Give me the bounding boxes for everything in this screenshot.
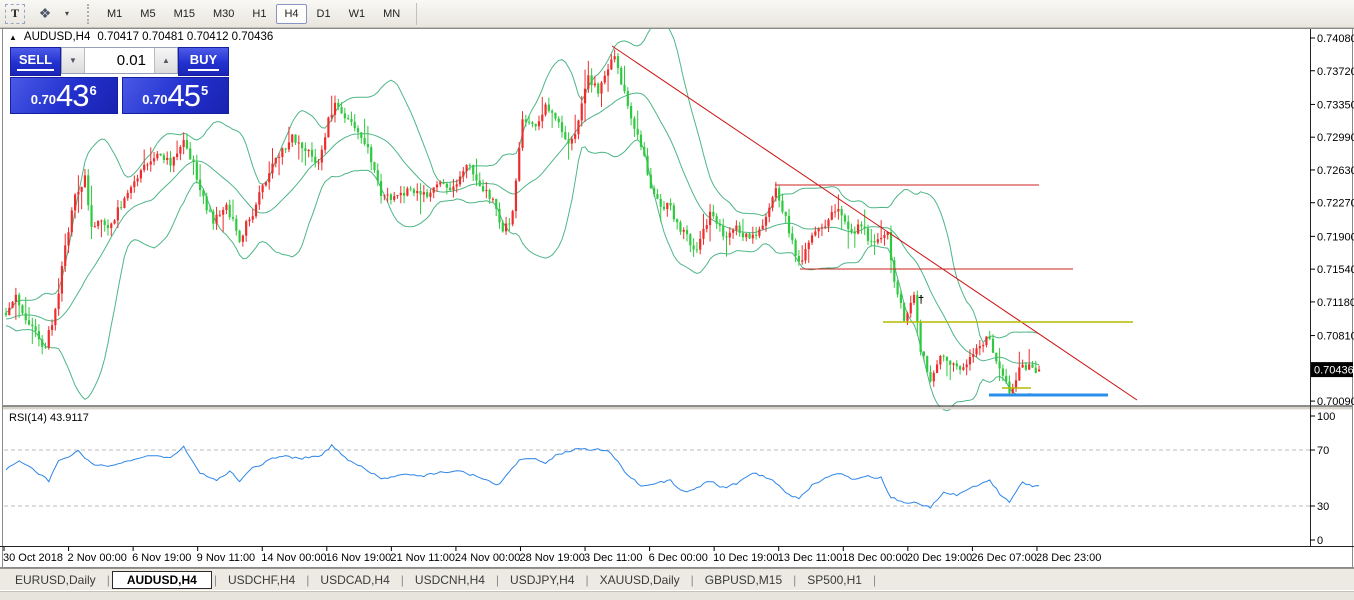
sell-button[interactable]: SELL xyxy=(10,47,61,76)
chart-tab-GBPUSD-M15[interactable]: GBPUSD,M15 xyxy=(704,572,783,587)
time-axis-label: 30 Oct 2018 xyxy=(3,552,63,564)
dagger-marker[interactable]: † xyxy=(918,294,924,306)
chart-tab-USDJPY-H4[interactable]: USDJPY,H4 xyxy=(510,572,575,587)
tab-divider: | xyxy=(690,572,694,587)
rsi-axis-label: 30 xyxy=(1317,501,1329,513)
one-click-trade-panel: SELL ▼ 0.01 ▲ BUY 0.70 43 6 0.70 45 5 xyxy=(10,47,229,114)
top-toolbar: T ❖ ▾ M1 M5 M15 M30 H1 H4 D1 W1 MN xyxy=(0,0,1354,28)
collapse-panel-arrow-icon[interactable]: ▲ xyxy=(9,32,17,42)
toolbar-grip[interactable] xyxy=(87,3,91,24)
price-axis[interactable]: 0.74080 0.73720 0.73350 0.72990 0.72630 0.722… xyxy=(1310,33,1354,408)
volume-decrease-button[interactable]: ▼ xyxy=(62,48,85,73)
chart-tab-USDCAD-H4[interactable]: USDCAD,H4 xyxy=(320,572,390,587)
price-axis-label: 0.71540 xyxy=(1317,264,1354,276)
volume-stepper: ▼ 0.01 ▲ xyxy=(61,47,178,74)
time-axis-label: 6 Dec 00:00 xyxy=(649,552,708,564)
price-axis-label: 0.73350 xyxy=(1317,99,1354,111)
chart-plot-area[interactable]: † 0.74080 0.73720 0.73350 0.72990 0.72630 0.72… xyxy=(0,28,1354,568)
chart-tabs-bar: EURUSD,Daily | AUDUSD,H4 | USDCHF,H4 | USDCAD,… xyxy=(0,568,1354,590)
time-axis-label: 28 Nov 19:00 xyxy=(519,552,584,564)
toolbar-separator xyxy=(416,2,418,25)
price-axis-label: 0.72270 xyxy=(1317,198,1354,210)
time-axis-label: 14 Nov 00:00 xyxy=(261,552,326,564)
text-tool-button[interactable]: T xyxy=(5,3,25,24)
buy-button[interactable]: BUY xyxy=(178,47,229,76)
timeframe-button-H1[interactable]: H1 xyxy=(252,7,267,20)
chart-ohlc-values: 0.70417 0.70481 0.70412 0.70436 xyxy=(97,31,274,43)
candles xyxy=(4,49,1041,396)
time-axis-label: 10 Dec 19:00 xyxy=(713,552,778,564)
tab-divider: | xyxy=(585,572,589,587)
time-axis-label: 16 Nov 19:00 xyxy=(326,552,391,564)
time-axis[interactable]: 30 Oct 2018 2 Nov 00:00 6 Nov 19:00 9 Nov 1… xyxy=(3,547,1101,564)
tab-divider: | xyxy=(400,572,404,587)
time-axis-label: 26 Dec 07:00 xyxy=(971,552,1036,564)
chevron-down-icon[interactable]: ▾ xyxy=(64,9,69,18)
current-price-box xyxy=(1311,362,1353,378)
time-axis-label: 20 Dec 19:00 xyxy=(907,552,972,564)
objects-icon[interactable]: ❖ xyxy=(38,5,52,21)
rsi-indicator-label: RSI(14) 43.9117 xyxy=(9,412,89,424)
time-axis-label: 3 Dec 11:00 xyxy=(584,552,643,564)
tab-divider: | xyxy=(495,572,500,587)
chart-tab-XAUUSD-Daily[interactable]: XAUUSD,Daily xyxy=(599,572,680,587)
current-price-label: 0.70436 xyxy=(1314,365,1354,377)
rsi-axis-label: 0 xyxy=(1317,535,1323,547)
time-axis-label: 2 Nov 00:00 xyxy=(68,552,127,564)
tab-divider: | xyxy=(306,572,310,587)
timeframe-button-group: M1 M5 M15 M30 H1 H4 D1 W1 MN xyxy=(99,3,408,24)
chart-symbol-period: AUDUSD,H4 xyxy=(23,31,91,43)
panel-separators xyxy=(0,29,1354,547)
price-axis-label: 0.72990 xyxy=(1317,132,1354,144)
rsi-panel: RSI(14) 43.9117 100 70 30 0 xyxy=(4,411,1335,547)
timeframe-button-D1[interactable]: D1 xyxy=(316,7,331,20)
timeframe-button-MN[interactable]: MN xyxy=(383,7,401,20)
rsi-line xyxy=(5,443,1040,509)
time-axis-label: 18 Dec 00:00 xyxy=(842,552,907,564)
rsi-axis-label: 70 xyxy=(1317,445,1329,457)
price-axis-label: 0.71180 xyxy=(1317,297,1354,309)
bid-price-box[interactable]: 0.70 43 6 xyxy=(10,77,118,114)
tab-divider: | xyxy=(213,572,217,587)
tab-divider: | xyxy=(106,572,110,587)
ask-price-box[interactable]: 0.70 45 5 xyxy=(121,77,229,114)
tab-divider: | xyxy=(872,572,877,587)
chart-tab-USDCHF-H4[interactable]: USDCHF,H4 xyxy=(227,572,296,587)
chart-tab-EURUSD-Daily[interactable]: EURUSD,Daily xyxy=(15,572,96,587)
volume-field[interactable]: 0.01 xyxy=(116,52,146,69)
rsi-axis-label: 100 xyxy=(1317,411,1335,423)
volume-increase-button[interactable]: ▲ xyxy=(154,48,177,73)
price-axis-label: 0.72630 xyxy=(1317,165,1354,177)
time-axis-label: 13 Dec 11:00 xyxy=(778,552,843,564)
status-bar xyxy=(0,591,1354,600)
time-axis-label: 6 Nov 19:00 xyxy=(132,552,191,564)
timeframe-button-H4[interactable]: H4 xyxy=(276,3,307,24)
time-axis-label: 28 Dec 23:00 xyxy=(1036,552,1101,564)
timeframe-button-M1[interactable]: M1 xyxy=(107,7,123,20)
chart-tab-AUDUSD-H4[interactable]: AUDUSD,H4 xyxy=(111,570,212,589)
timeframe-button-M15[interactable]: M15 xyxy=(173,7,195,20)
chart-frame xyxy=(0,28,1354,568)
time-axis-label: 24 Nov 00:00 xyxy=(455,552,520,564)
timeframe-button-M30[interactable]: M30 xyxy=(212,7,235,20)
price-axis-label: 0.73720 xyxy=(1317,66,1354,78)
price-axis-label: 0.74080 xyxy=(1317,33,1354,45)
timeframe-button-M5[interactable]: M5 xyxy=(140,7,156,20)
chart-tab-USDCNH-H4[interactable]: USDCNH,H4 xyxy=(414,572,485,587)
price-axis-label: 0.70090 xyxy=(1317,396,1354,408)
tab-divider: | xyxy=(793,572,797,587)
price-axis-label: 0.70810 xyxy=(1317,331,1354,343)
time-axis-label: 9 Nov 11:00 xyxy=(197,552,256,564)
chart-tab-SP500-H1[interactable]: SP500,H1 xyxy=(807,572,862,587)
time-axis-label: 21 Nov 11:00 xyxy=(390,552,455,564)
trendline-object[interactable] xyxy=(611,45,1138,401)
timeframe-button-W1[interactable]: W1 xyxy=(348,7,366,20)
price-axis-label: 0.71900 xyxy=(1317,231,1354,243)
chart-objects: † xyxy=(611,45,1138,401)
chart-header: ▲ AUDUSD,H4 0.70417 0.70481 0.70412 0.70… xyxy=(9,31,273,43)
